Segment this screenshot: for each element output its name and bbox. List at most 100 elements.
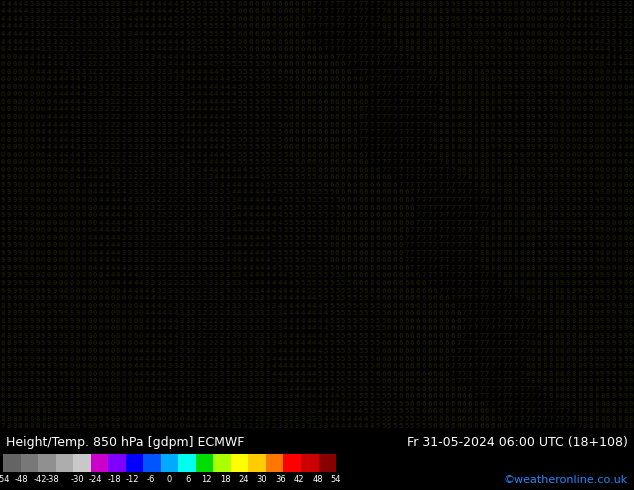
- Text: 4: 4: [179, 393, 184, 399]
- Text: 6: 6: [289, 144, 294, 150]
- Text: 5: 5: [191, 31, 195, 37]
- Text: 8: 8: [491, 235, 495, 241]
- Text: 0: 0: [588, 91, 593, 98]
- Text: 8: 8: [583, 386, 587, 392]
- Text: 9: 9: [543, 99, 547, 105]
- Text: 0: 0: [571, 99, 576, 105]
- Text: 5: 5: [410, 408, 414, 415]
- Text: 7: 7: [398, 84, 403, 90]
- Text: 6: 6: [243, 16, 247, 22]
- Text: 0: 0: [600, 91, 604, 98]
- Text: 7: 7: [404, 250, 408, 256]
- Text: 0: 0: [41, 91, 46, 98]
- Text: 5: 5: [353, 288, 357, 294]
- Text: 8: 8: [485, 159, 489, 165]
- Text: 9: 9: [462, 16, 466, 22]
- Text: 9: 9: [58, 303, 63, 309]
- Text: 7: 7: [479, 333, 484, 339]
- Text: 6: 6: [347, 129, 351, 135]
- Text: 8: 8: [560, 378, 564, 384]
- Text: 3: 3: [220, 416, 224, 422]
- Text: 9: 9: [600, 280, 604, 286]
- Text: 3: 3: [168, 174, 172, 180]
- Text: 5: 5: [312, 280, 316, 286]
- Text: 2: 2: [226, 386, 230, 392]
- Text: 4: 4: [47, 114, 51, 120]
- Text: 4: 4: [249, 220, 253, 226]
- Text: 8: 8: [474, 76, 477, 82]
- Text: 9: 9: [36, 272, 40, 278]
- Text: 0: 0: [179, 423, 184, 429]
- Text: 0: 0: [75, 303, 80, 309]
- Text: 7: 7: [323, 46, 328, 52]
- Text: 6: 6: [387, 212, 391, 218]
- Text: 3: 3: [318, 416, 322, 422]
- Text: 9: 9: [560, 167, 564, 173]
- Text: 3: 3: [260, 348, 264, 354]
- Text: 8: 8: [427, 8, 432, 14]
- Text: 54: 54: [331, 475, 341, 484]
- Text: 4: 4: [116, 250, 120, 256]
- Text: 7: 7: [479, 272, 484, 278]
- Text: 0: 0: [588, 174, 593, 180]
- Text: 6: 6: [260, 8, 264, 14]
- Text: 9: 9: [47, 401, 51, 407]
- Text: 9: 9: [18, 257, 22, 264]
- Text: 8: 8: [531, 341, 535, 346]
- Text: 8: 8: [12, 393, 16, 399]
- Text: 3: 3: [110, 1, 115, 7]
- Text: 7: 7: [404, 174, 408, 180]
- Text: 4: 4: [53, 99, 57, 105]
- Text: 3: 3: [179, 257, 184, 264]
- Text: 0: 0: [127, 310, 132, 316]
- Text: 0: 0: [543, 1, 547, 7]
- Text: 5: 5: [277, 227, 281, 233]
- Text: 4: 4: [99, 257, 103, 264]
- Text: 0: 0: [133, 325, 138, 331]
- Text: 3: 3: [139, 250, 143, 256]
- Text: 4: 4: [105, 220, 109, 226]
- Text: 8: 8: [444, 114, 449, 120]
- Text: 7: 7: [387, 144, 391, 150]
- Text: 7: 7: [422, 122, 426, 127]
- Text: 6: 6: [381, 356, 385, 362]
- Text: 6: 6: [444, 363, 449, 369]
- Text: 5: 5: [231, 137, 236, 143]
- Text: 5: 5: [353, 348, 357, 354]
- Text: 5: 5: [301, 212, 305, 218]
- Text: 3: 3: [214, 242, 218, 248]
- Text: 9: 9: [30, 356, 34, 362]
- Text: 2: 2: [162, 257, 167, 264]
- Text: 4: 4: [329, 416, 333, 422]
- Text: 5: 5: [283, 204, 287, 211]
- Text: 6: 6: [358, 159, 363, 165]
- Text: 6: 6: [353, 212, 357, 218]
- Text: 5: 5: [289, 227, 294, 233]
- Text: 0: 0: [600, 99, 604, 105]
- Text: 8: 8: [6, 348, 11, 354]
- Text: 5: 5: [370, 408, 374, 415]
- Text: 5: 5: [237, 114, 242, 120]
- Text: 7: 7: [404, 99, 408, 105]
- Text: 6: 6: [404, 341, 408, 346]
- Text: 7: 7: [392, 129, 397, 135]
- Text: 8: 8: [606, 401, 611, 407]
- Text: 3: 3: [145, 69, 149, 74]
- Text: 8: 8: [543, 295, 547, 301]
- Text: 3: 3: [122, 16, 126, 22]
- Text: 9: 9: [519, 84, 524, 90]
- Text: 0: 0: [58, 197, 63, 203]
- Text: 0: 0: [122, 348, 126, 354]
- Text: 5: 5: [410, 423, 414, 429]
- Text: 5: 5: [306, 280, 311, 286]
- Text: 6: 6: [433, 295, 437, 301]
- Text: 3: 3: [197, 325, 201, 331]
- Text: 3: 3: [116, 31, 120, 37]
- Text: 7: 7: [381, 91, 385, 98]
- Text: 6: 6: [295, 99, 299, 105]
- Text: 9: 9: [531, 61, 535, 67]
- Text: 0: 0: [560, 144, 564, 150]
- Text: 0: 0: [127, 386, 132, 392]
- Text: 4: 4: [145, 288, 149, 294]
- Text: 6: 6: [243, 8, 247, 14]
